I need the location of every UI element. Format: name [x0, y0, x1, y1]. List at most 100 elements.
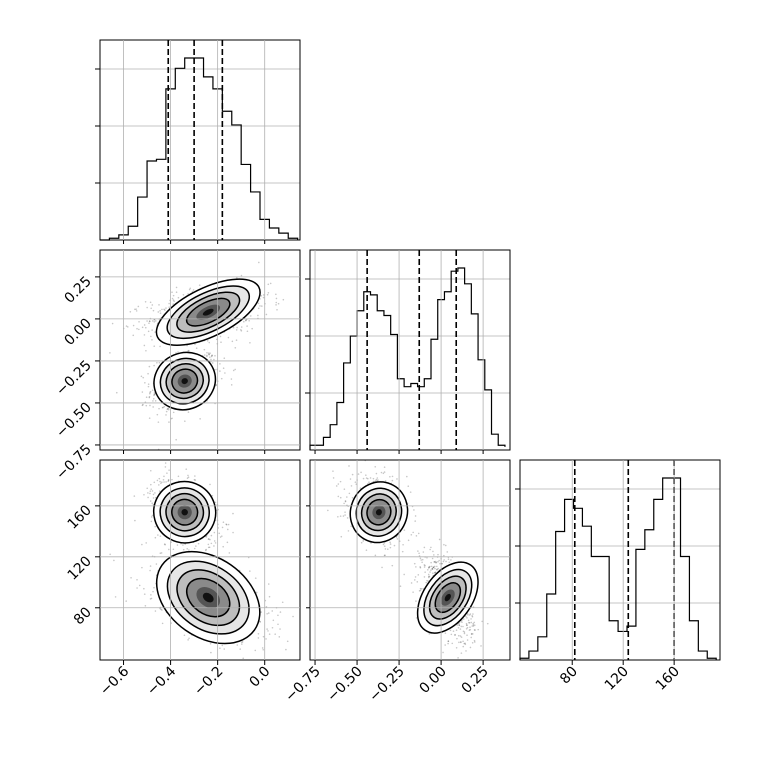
sample-point: [262, 294, 265, 296]
sample-point: [337, 483, 340, 485]
sample-point: [143, 493, 145, 496]
sample-point: [422, 551, 425, 553]
sample-point: [462, 630, 465, 633]
sample-point: [254, 577, 257, 579]
sample-point: [426, 568, 429, 571]
sample-point: [382, 543, 385, 546]
sample-point: [464, 642, 466, 645]
sample-point: [463, 632, 466, 635]
sample-point: [158, 304, 160, 306]
sample-point: [163, 543, 166, 545]
sample-point: [354, 481, 357, 483]
sample-point: [194, 343, 196, 346]
sample-point: [424, 571, 426, 573]
sample-point: [460, 641, 462, 643]
sample-point: [160, 608, 162, 611]
sample-point: [167, 407, 170, 410]
sample-point: [435, 561, 437, 564]
sample-point: [274, 633, 276, 635]
sample-point: [466, 626, 469, 629]
sample-point: [166, 472, 168, 474]
sample-point: [213, 545, 215, 547]
sample-point: [182, 548, 185, 551]
sample-point: [232, 369, 235, 372]
sample-point: [470, 621, 473, 624]
scatter-panel-p0-p2: [99, 459, 301, 661]
sample-point: [421, 558, 424, 561]
sample-point: [203, 354, 206, 356]
sample-point: [130, 576, 132, 579]
sample-point: [159, 480, 161, 483]
sample-point: [175, 291, 178, 294]
sample-point: [340, 535, 343, 538]
sample-point: [228, 552, 231, 554]
sample-point: [257, 307, 260, 310]
sample-point: [468, 614, 471, 616]
sample-point: [469, 613, 472, 615]
sample-point: [132, 334, 135, 337]
sample-point: [384, 554, 386, 557]
sample-point: [462, 645, 465, 648]
sample-point: [134, 308, 136, 311]
sample-point: [410, 582, 413, 584]
density-region: [153, 351, 217, 411]
sample-point: [151, 329, 153, 331]
sample-point: [214, 501, 217, 504]
sample-point: [151, 339, 153, 341]
sample-point: [167, 408, 170, 411]
sample-point: [432, 566, 435, 569]
sample-point: [219, 363, 221, 365]
sample-point: [344, 511, 346, 513]
sample-point: [157, 534, 159, 536]
sample-point: [159, 552, 162, 555]
sample-point: [171, 417, 173, 420]
sample-point: [265, 313, 268, 316]
sample-point: [344, 514, 346, 516]
sample-point: [423, 546, 426, 549]
sample-point: [448, 561, 451, 564]
sample-point: [199, 418, 201, 420]
sample-point: [206, 354, 208, 357]
density-contour: [434, 582, 462, 614]
sample-point: [413, 509, 415, 511]
sample-point: [133, 495, 136, 497]
sample-point: [219, 647, 221, 650]
panel-frame: [99, 459, 301, 661]
sample-point: [245, 319, 247, 322]
sample-point: [155, 320, 157, 322]
sample-point: [383, 542, 386, 544]
panel-frame: [519, 459, 721, 661]
sample-point: [375, 480, 377, 482]
sample-point: [235, 339, 238, 341]
sample-point: [439, 562, 441, 565]
sample-point: [234, 347, 237, 349]
sample-point: [197, 542, 200, 545]
sample-point: [188, 288, 191, 291]
sample-point: [168, 302, 170, 305]
sample-point: [344, 500, 347, 503]
sample-point: [403, 573, 405, 576]
density-contour: [176, 291, 241, 333]
sample-point: [151, 514, 154, 517]
sample-point: [165, 414, 167, 416]
sample-point: [471, 633, 474, 635]
sample-point: [464, 643, 467, 646]
sample-point: [143, 324, 146, 326]
sample-point: [209, 352, 211, 355]
sample-point: [148, 395, 151, 398]
sample-point: [207, 538, 210, 540]
sample-point: [443, 554, 445, 557]
sample-point: [365, 549, 368, 551]
sample-point: [219, 335, 222, 338]
sample-point: [450, 633, 453, 636]
density-region: [153, 480, 217, 544]
sample-point: [144, 300, 147, 303]
sample-point: [436, 568, 438, 571]
sample-point: [152, 590, 154, 593]
density-level: [375, 509, 382, 516]
sample-point: [187, 639, 189, 641]
sample-point: [188, 637, 190, 640]
sample-point: [374, 554, 377, 557]
sample-point: [194, 479, 197, 481]
sample-point: [346, 496, 348, 498]
